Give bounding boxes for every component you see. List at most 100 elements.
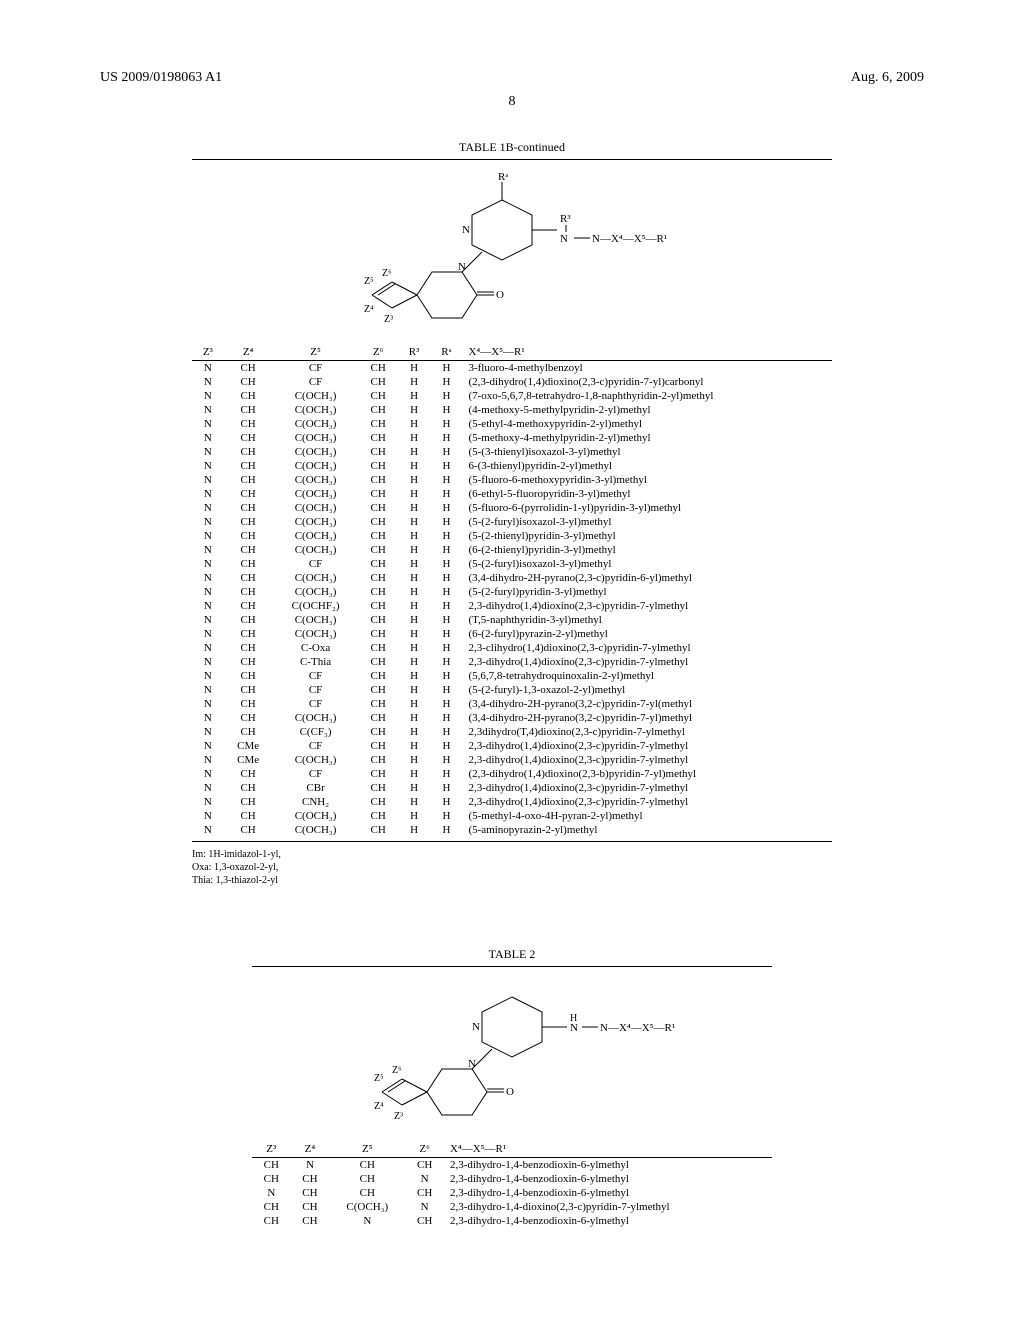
table-cell: N [192,585,224,599]
svg-text:Z⁴: Z⁴ [374,1101,384,1112]
table-row: NCHC(OCH₃)CHHH(5-ethyl-4-methoxypyridin-… [192,417,832,431]
table-row: NCHC(OCH₃)CHHH(5-(3-thienyl)isoxazol-3-y… [192,445,832,459]
table-cell: H [430,361,462,376]
table-cell: CH [224,445,273,459]
table-cell: CH [359,599,398,613]
table-cell: CH [252,1172,291,1186]
table-cell: H [430,403,462,417]
table-cell: CH [329,1186,405,1200]
table-row: NCHC(OCH₃)CHHH(6-ethyl-5-fluoropyridin-3… [192,487,832,501]
table-cell: H [430,809,462,823]
col2-chain: X⁴—X⁵—R¹ [444,1141,772,1158]
table-cell: CH [359,809,398,823]
table-cell: CH [224,725,273,739]
table-cell: CH [224,417,273,431]
table-row: NCHC(OCH₃)CHHH(T,5-naphthyridin-3-yl)met… [192,613,832,627]
table-cell: H [430,375,462,389]
table-cell: (5-(2-furyl)-1,3-oxazol-2-yl)methyl [462,683,832,697]
table-cell: N [192,739,224,753]
table-cell: (5-(2-furyl)isoxazol-3-yl)methyl [462,557,832,571]
table-row: NCHC(OCH₃)CHHH(7-oxo-5,6,7,8-tetrahydro-… [192,389,832,403]
table-cell: (5-methoxy-4-methylpyridin-2-yl)methyl [462,431,832,445]
table-cell: H [430,417,462,431]
table-cell: CH [224,557,273,571]
table-cell: H [398,753,431,767]
table-row: NCHC(OCH₃)CHHH(6-(2-thienyl)pyridin-3-yl… [192,543,832,557]
table-cell: H [398,571,431,585]
table-cell: (5,6,7,8-tetrahydroquinoxalin-2-yl)methy… [462,669,832,683]
table-cell: N [192,417,224,431]
table-cell: CF [273,669,359,683]
table-cell: (6-(2-thienyl)pyridin-3-yl)methyl [462,543,832,557]
svg-text:O: O [496,289,504,301]
table-cell: CH [329,1172,405,1186]
table-cell: CH [359,473,398,487]
table-cell: CH [224,459,273,473]
table-row: NCHC(OCH₃)CHHH(5-(2-furyl)isoxazol-3-yl)… [192,515,832,529]
page-number: 8 [100,94,924,110]
table-1b-body: NCHCFCHHH3-fluoro-4-methylbenzoylNCHCFCH… [192,361,832,838]
table-row: NCHC(OCH₃)CHHH(5-fluoro-6-methoxypyridin… [192,473,832,487]
table-row: NCHCFCHHH3-fluoro-4-methylbenzoyl [192,361,832,376]
table-cell: H [430,739,462,753]
table-row: NCMeC(OCH₃)CHHH2,3-dihydro(1,4)dioxino(2… [192,753,832,767]
table-cell: CH [224,781,273,795]
table-cell: N [192,809,224,823]
table-cell: 2,3-dihydro(1,4)dioxino(2,3-c)pyridin-7-… [462,599,832,613]
table-row: NCHCBrCHHH2,3-dihydro(1,4)dioxino(2,3-c)… [192,781,832,795]
svg-text:H: H [570,1013,577,1024]
table-cell: CH [224,809,273,823]
table-cell: CH [359,823,398,837]
table-cell: CH [359,403,398,417]
table-cell: H [430,655,462,669]
table-cell: H [398,627,431,641]
table-cell: CH [224,655,273,669]
table-cell: C(OCH₃) [273,473,359,487]
table-row: CHNCHCH2,3-dihydro-1,4-benzodioxin-6-ylm… [252,1158,772,1173]
table-cell: H [430,585,462,599]
table-cell: H [430,795,462,809]
table-cell: CH [224,683,273,697]
svg-text:N—X⁴—X⁵—R¹: N—X⁴—X⁵—R¹ [592,233,667,245]
table-cell: 6-(3-thienyl)pyridin-2-yl)methyl [462,459,832,473]
table-cell: H [398,389,431,403]
table-cell: H [430,501,462,515]
table-cell: (5-fluoro-6-(pyrrolidin-1-yl)pyridin-3-y… [462,501,832,515]
table-cell: CH [224,669,273,683]
table-row: NCHC(OCH₃)CHHH6-(3-thienyl)pyridin-2-yl)… [192,459,832,473]
table-row: NCHC-OxaCHHH2,3-clihydro(1,4)dioxino(2,3… [192,641,832,655]
table-cell: 2,3-clihydro(1,4)dioxino(2,3-c)pyridin-7… [462,641,832,655]
table-cell: H [398,557,431,571]
table-row: NCHCFCHHH(5,6,7,8-tetrahydroquinoxalin-2… [192,669,832,683]
table-cell: C(OCH₃) [273,571,359,585]
table-cell: C(OCH₃) [273,417,359,431]
table-cell: C(OCH₃) [273,711,359,725]
table-2-data: Z³ Z⁴ Z⁵ Z⁶ X⁴—X⁵—R¹ CHNCHCH2,3-dihydro-… [252,1141,772,1228]
header-patent-number: US 2009/0198063 A1 [100,70,222,86]
table-cell: CH [224,389,273,403]
table-cell: H [430,543,462,557]
table-cell: CH [224,599,273,613]
table-cell: CH [291,1200,330,1214]
table-cell: C(OCH₃) [273,529,359,543]
table-cell: CH [359,515,398,529]
footnote: Thia: 1,3-thiazol-2-yl [192,874,832,887]
col-r3: R³ [398,344,431,361]
table-cell: N [192,431,224,445]
table-2-rule [252,966,772,967]
table-cell: CH [405,1186,444,1200]
table-cell: H [398,725,431,739]
table-cell: H [430,445,462,459]
table-row: NCHCFCHHH(5-(2-furyl)-1,3-oxazol-2-yl)me… [192,683,832,697]
footnote: Im: 1H-imidazol-1-yl, [192,848,832,861]
table-2-head: Z³ Z⁴ Z⁵ Z⁶ X⁴—X⁵—R¹ [252,1141,772,1158]
table-cell: CH [224,571,273,585]
table-cell: N [192,753,224,767]
table-cell: (3,4-dihydro-2H-pyrano(2,3-c)pyridin-6-y… [462,571,832,585]
col2-z4: Z⁴ [291,1141,330,1158]
table-row: NCHC(CF₃)CHHH2,3dihydro(T,4)dioxino(2,3-… [192,725,832,739]
table-cell: H [398,697,431,711]
table-cell: CH [359,543,398,557]
table-cell: CH [359,375,398,389]
table-cell: H [398,417,431,431]
